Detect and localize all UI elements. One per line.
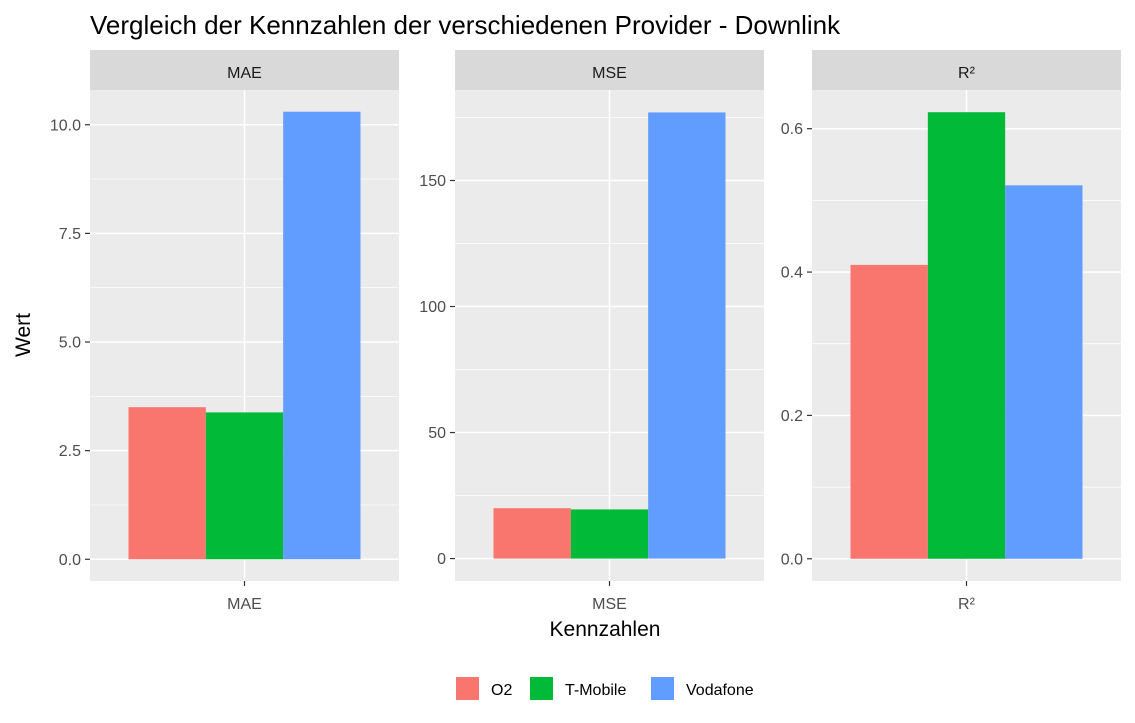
legend-key-o2 (456, 677, 479, 700)
bar-t-mobile-r2 (927, 112, 1006, 559)
y-tick-label: 0.0 (781, 551, 803, 568)
facet-mse: MSE 0 50 100 150 MSE (419, 50, 764, 613)
facet-strip-label: MAE (227, 65, 262, 82)
y-tick-label: 0.0 (59, 552, 81, 569)
bar-vodafone-mse (648, 112, 726, 559)
y-tick-label: 100 (419, 299, 446, 316)
legend-key-vodafone (651, 677, 674, 700)
legend-label-t-mobile: T-Mobile (565, 682, 626, 699)
bar-o2-mae (128, 407, 206, 560)
x-tick-label: MSE (592, 596, 627, 613)
y-tick-label: 0.4 (781, 265, 803, 282)
x-tick-label: R² (958, 596, 976, 613)
bar-o2-r2 (850, 264, 928, 559)
y-tick-label: 0.2 (781, 408, 803, 425)
legend-label-o2: O2 (491, 682, 512, 699)
y-tick-label: 50 (428, 425, 446, 442)
facet-panels: MAE 0.0 2.5 5.0 7.5 10.0 MAE MSE 0 50 100 150 MSE R² 0… (50, 50, 1121, 613)
facet-strip-label: R² (958, 65, 976, 82)
bar-vodafone-mae (283, 111, 361, 560)
y-tick-label: 0 (437, 551, 446, 568)
bar-o2-mse (493, 508, 571, 559)
legend-key-t-mobile (530, 677, 553, 700)
bar-t-mobile-mae (205, 412, 284, 560)
y-tick-label: 0.6 (781, 121, 803, 138)
legend: O2 T-Mobile Vodafone (456, 677, 754, 700)
y-axis-title: Wert (12, 313, 35, 357)
facet-r2: R² 0.0 0.2 0.4 0.6 R² (781, 50, 1121, 613)
chart-title: Vergleich der Kennzahlen der verschieden… (90, 10, 841, 40)
x-tick-label: MAE (227, 596, 262, 613)
legend-label-vodafone: Vodafone (686, 682, 754, 699)
x-axis-title: Kennzahlen (550, 618, 661, 641)
facet-strip (812, 50, 1121, 90)
facet-strip (90, 50, 399, 90)
y-tick-label: 5.0 (59, 335, 81, 352)
y-tick-label: 7.5 (59, 226, 81, 243)
facet-strip (455, 50, 764, 90)
y-tick-label: 150 (419, 173, 446, 190)
bar-t-mobile-mse (570, 509, 649, 559)
y-tick-label: 10.0 (50, 117, 81, 134)
facet-mae: MAE 0.0 2.5 5.0 7.5 10.0 MAE (50, 50, 399, 613)
bar-vodafone-r2 (1005, 185, 1083, 559)
y-tick-label: 2.5 (59, 443, 81, 460)
facet-strip-label: MSE (592, 65, 627, 82)
